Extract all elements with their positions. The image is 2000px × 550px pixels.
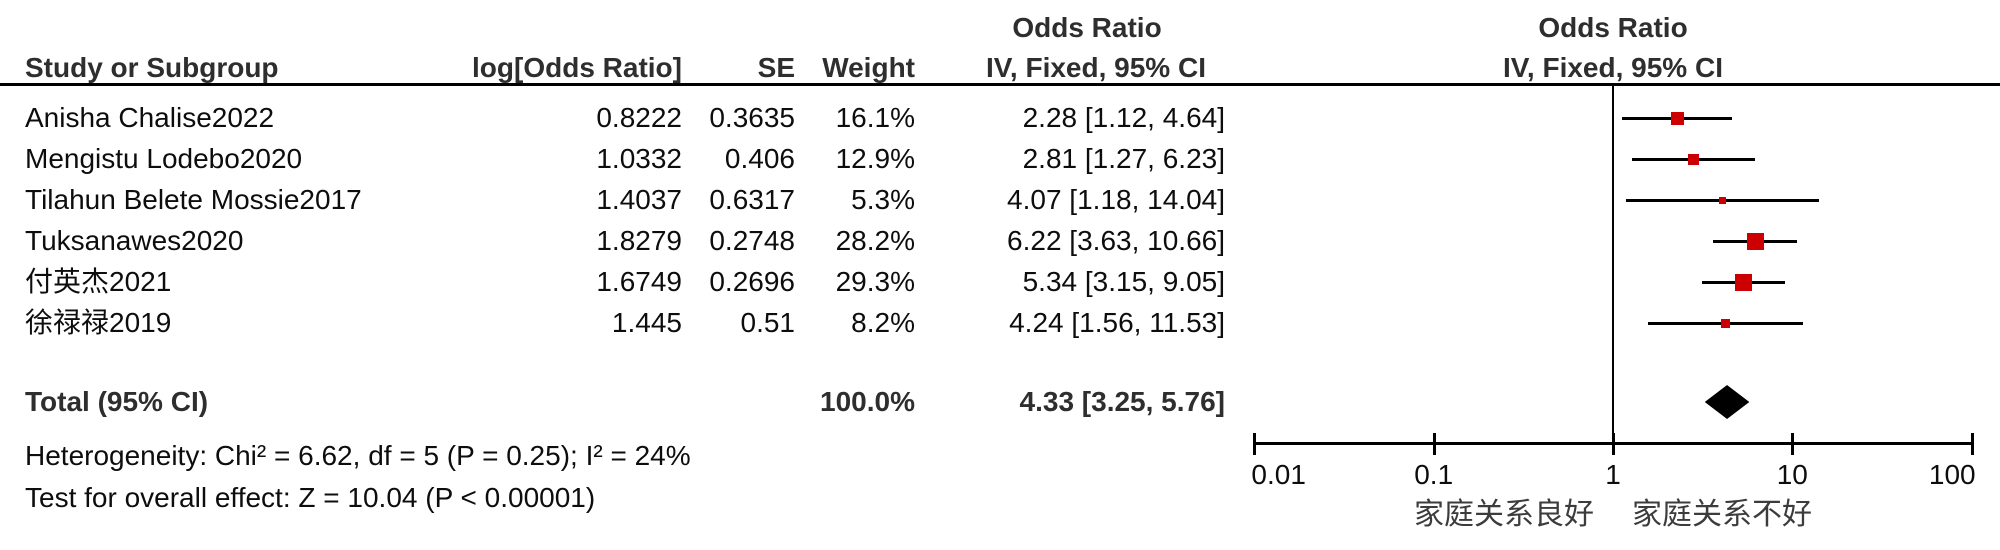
plot-column-header-top: Odds Ratio bbox=[1538, 12, 1688, 43]
column-header-weight: Weight bbox=[822, 52, 915, 83]
weight-value: 16.1% bbox=[835, 102, 915, 133]
x-axis-tick bbox=[1612, 433, 1615, 455]
se-value: 0.6317 bbox=[709, 184, 795, 215]
effect-marker bbox=[1687, 153, 1699, 165]
x-axis-tick bbox=[1791, 433, 1795, 455]
log-or-value: 1.0332 bbox=[596, 143, 682, 174]
x-axis-tick-label: 0.1 bbox=[1414, 459, 1454, 490]
heterogeneity-text: Heterogeneity: Chi² = 6.62, df = 5 (P = … bbox=[25, 440, 691, 471]
se-value: 0.2748 bbox=[709, 225, 795, 256]
se-value: 0.406 bbox=[724, 143, 795, 174]
x-axis-tick bbox=[1432, 433, 1436, 455]
study-name: Anisha Chalise2022 bbox=[25, 102, 275, 133]
log-or-value: 1.6749 bbox=[596, 266, 682, 297]
column-header-study: Study or Subgroup bbox=[25, 52, 279, 83]
effect-marker bbox=[1718, 196, 1726, 204]
or-ci-value: 4.07 [1.18, 14.04] bbox=[1007, 184, 1225, 215]
x-axis-tick bbox=[1253, 433, 1257, 455]
or-ci-value: 4.24 [1.56, 11.53] bbox=[1009, 307, 1225, 338]
weight-value: 12.9% bbox=[835, 143, 915, 174]
x-axis-tick bbox=[1970, 433, 1974, 455]
log-or-value: 0.8222 bbox=[596, 102, 682, 133]
effect-marker bbox=[1670, 111, 1684, 125]
total-diamond bbox=[1704, 385, 1750, 419]
or-ci-value: 6.22 [3.63, 10.66] bbox=[1007, 225, 1225, 256]
effect-marker bbox=[1734, 273, 1752, 291]
total-row-weight: 100.0% bbox=[820, 386, 915, 417]
x-axis-tick-label: 0.01 bbox=[1251, 459, 1306, 490]
or-ci-value: 5.34 [3.15, 9.05] bbox=[1022, 266, 1225, 297]
study-name: Tilahun Belete Mossie2017 bbox=[25, 184, 362, 215]
total-row-label: Total (95% CI) bbox=[25, 386, 209, 417]
weight-value: 29.3% bbox=[835, 266, 915, 297]
study-name: Tuksanawes2020 bbox=[25, 225, 244, 256]
or-ci-value: 2.81 [1.27, 6.23] bbox=[1022, 143, 1225, 174]
study-name: 徐禄禄2019 bbox=[25, 307, 172, 338]
x-axis-tick-label: 10 bbox=[1776, 459, 1808, 490]
weight-value: 28.2% bbox=[835, 225, 915, 256]
log-or-value: 1.8279 bbox=[596, 225, 682, 256]
weight-value: 5.3% bbox=[851, 184, 915, 215]
null-effect-vertical-line bbox=[1612, 86, 1614, 436]
column-header-or-ci: IV, Fixed, 95% CI bbox=[986, 52, 1206, 83]
x-axis-tick-label: 1 bbox=[1605, 459, 1621, 490]
se-value: 0.3635 bbox=[709, 102, 795, 133]
log-or-value: 1.4037 bbox=[596, 184, 682, 215]
effect-marker bbox=[1720, 318, 1730, 328]
axis-left-direction-label: 家庭关系良好 bbox=[1414, 498, 1594, 531]
se-value: 0.2696 bbox=[709, 266, 795, 297]
log-or-value: 1.445 bbox=[611, 307, 682, 338]
study-name: 付英杰2021 bbox=[25, 266, 172, 297]
header-divider-line bbox=[0, 83, 2000, 86]
axis-right-direction-label: 家庭关系不好 bbox=[1632, 498, 1812, 531]
overall-effect-text: Test for overall effect: Z = 10.04 (P < … bbox=[25, 482, 596, 513]
effect-marker bbox=[1746, 232, 1764, 250]
column-header-se: SE bbox=[757, 52, 795, 83]
stats-column-header-top: Odds Ratio bbox=[1012, 12, 1162, 43]
se-value: 0.51 bbox=[740, 307, 796, 338]
column-header-log-odds-ratio: log[Odds Ratio] bbox=[472, 52, 682, 83]
weight-value: 8.2% bbox=[851, 307, 915, 338]
total-row-or-ci: 4.33 [3.25, 5.76] bbox=[1019, 386, 1225, 417]
study-name: Mengistu Lodebo2020 bbox=[25, 143, 303, 174]
or-ci-value: 2.28 [1.12, 4.64] bbox=[1022, 102, 1225, 133]
plot-column-header-or-ci: IV, Fixed, 95% CI bbox=[1503, 52, 1723, 83]
x-axis-tick-label: 100 bbox=[1928, 459, 1976, 490]
